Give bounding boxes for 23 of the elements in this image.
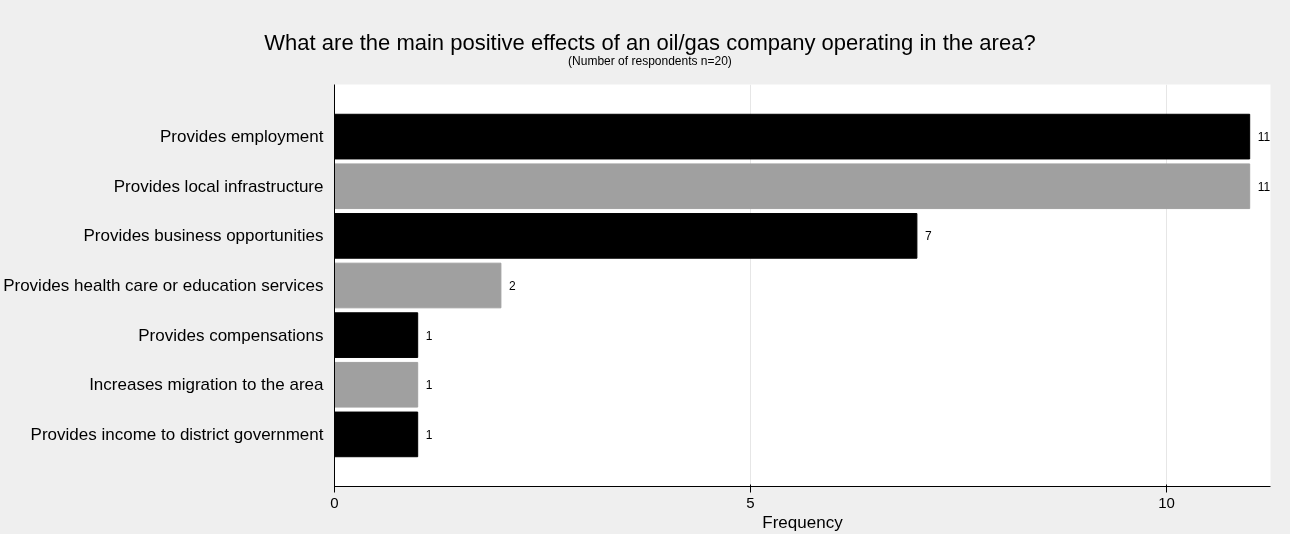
data-label: 1 (425, 328, 433, 343)
x-tick-label: 5 (746, 493, 755, 511)
y-tick-label: Provides employment (160, 127, 324, 147)
chart-subtitle: (Number of respondents n=20) (568, 54, 732, 70)
bar (334, 163, 1251, 210)
y-tick-label: Provides health care or education services (3, 276, 324, 295)
x-axis-title: Frequency (762, 512, 844, 532)
data-label: 7 (924, 229, 932, 244)
x-tick-label: 10 (1158, 493, 1175, 511)
bar (334, 361, 419, 408)
data-label: 11 (1257, 179, 1271, 194)
bar (334, 262, 502, 309)
data-label: 1 (425, 378, 433, 393)
y-tick-label: Provides compensations (138, 325, 324, 345)
y-tick-label: Provides business opportunities (83, 226, 324, 246)
y-tick-label: Provides local infrastructure (113, 176, 324, 196)
data-label: 11 (1257, 130, 1271, 145)
x-tick-label: 0 (330, 493, 339, 511)
data-label: 2 (508, 279, 516, 293)
data-label: 1 (425, 427, 433, 442)
y-tick-label: Provides income to district government (30, 424, 324, 444)
chart-title: What are the main positive effects of an oil/gas company operating in the area? (264, 29, 1036, 56)
y-tick-label: Increases migration to the area (89, 375, 325, 395)
